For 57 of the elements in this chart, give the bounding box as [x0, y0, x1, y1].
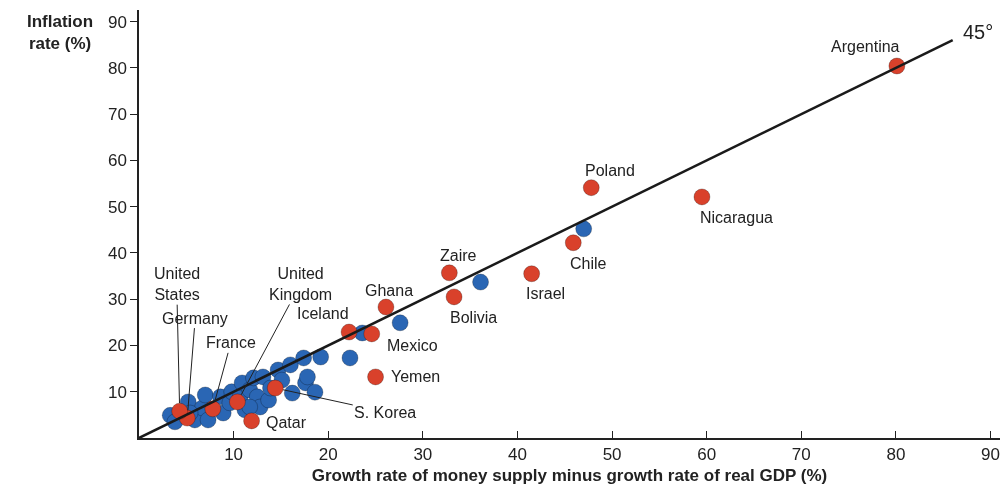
annotation: Nicaragua	[700, 209, 774, 226]
point	[312, 348, 330, 366]
point	[564, 234, 582, 252]
point	[196, 386, 214, 404]
annotation: Chile	[570, 255, 607, 272]
annotation: Mexico	[387, 337, 438, 354]
x-tick-label: 90	[981, 445, 1000, 465]
x-axis-title: Growth rate of money supply minus growth rate of real GDP (%)	[311, 466, 828, 486]
point	[243, 412, 261, 430]
annotation: S. Korea	[354, 404, 417, 421]
annotation: Poland	[585, 162, 635, 179]
point	[523, 265, 541, 283]
y-tick-label: 60	[107, 151, 127, 171]
y-tick-label: 30	[107, 290, 127, 310]
point	[440, 264, 458, 282]
x-tick-label: 60	[697, 445, 717, 465]
x-tick-label: 20	[318, 445, 338, 465]
y-tick-label: 90	[107, 12, 127, 32]
annotation: Israel	[526, 285, 566, 302]
y-tick-label: 80	[107, 58, 127, 78]
point	[306, 383, 324, 401]
point	[693, 188, 711, 206]
point	[341, 349, 359, 367]
point	[445, 288, 463, 306]
annotation: France	[206, 334, 256, 351]
point	[582, 179, 600, 197]
point	[363, 325, 381, 343]
annotation: Bolivia	[450, 309, 498, 326]
annotation: Iceland	[297, 305, 349, 322]
annotation: United Kingdom	[269, 265, 333, 303]
annotation: Ghana	[365, 282, 414, 299]
y-tick-label: 70	[107, 105, 127, 125]
x-tick-label: 70	[791, 445, 811, 465]
point	[472, 273, 490, 291]
x-tick-label: 30	[413, 445, 433, 465]
x-tick-label: 80	[886, 445, 906, 465]
point	[298, 368, 316, 386]
point	[228, 393, 246, 411]
point	[575, 220, 593, 238]
annotation: Zaire	[440, 247, 477, 264]
y-tick-label: 20	[107, 336, 127, 356]
annotation: United States	[154, 265, 201, 303]
y-tick-label: 50	[107, 197, 127, 217]
x-tick-label: 10	[224, 445, 244, 465]
point	[266, 379, 284, 397]
y-axis-title: Inflation rate (%)	[27, 12, 94, 54]
y-tick-label: 40	[107, 243, 127, 263]
x-tick-label: 50	[602, 445, 622, 465]
annotation: Argentina	[831, 38, 900, 55]
annotation: 45°	[963, 21, 994, 43]
annotation: Yemen	[391, 368, 441, 385]
y-tick-label: 10	[107, 382, 127, 402]
point	[391, 314, 409, 332]
point	[377, 298, 395, 316]
x-tick-label: 40	[508, 445, 527, 465]
point	[367, 368, 385, 386]
annotation: Qatar	[266, 414, 307, 431]
